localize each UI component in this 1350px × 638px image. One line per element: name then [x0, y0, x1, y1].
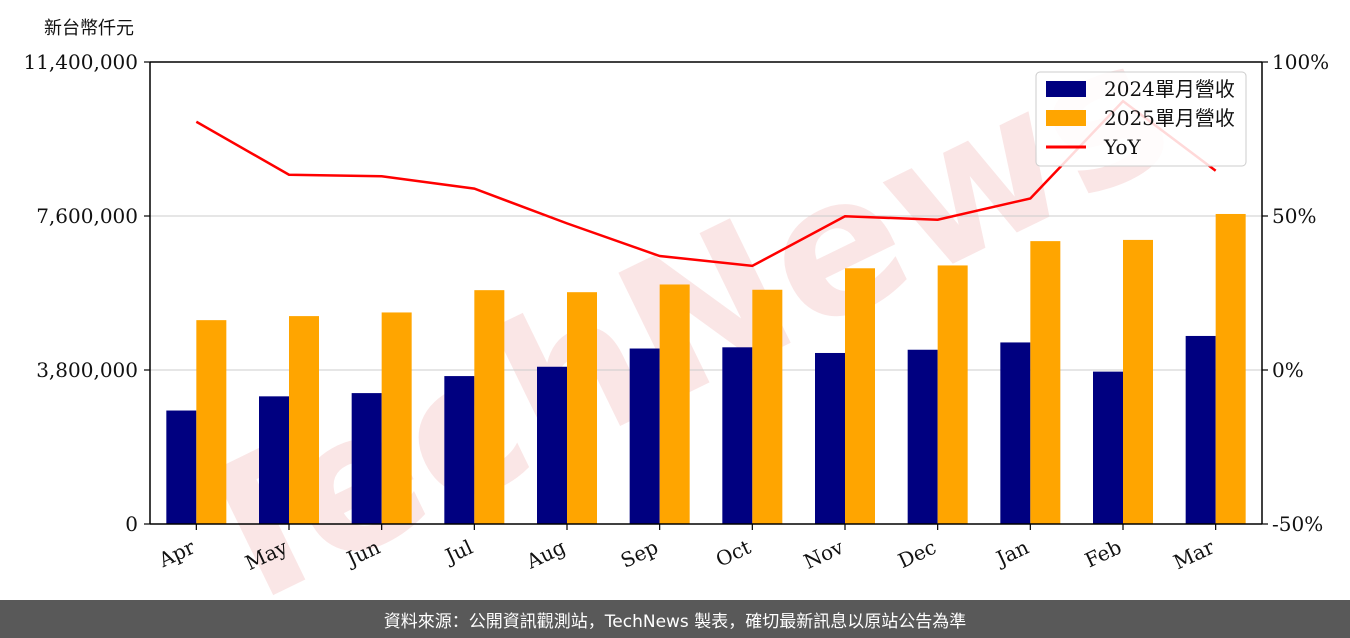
y-axis-unit-label: 新台幣仟元	[44, 18, 134, 39]
x-tick-label: Aug	[522, 535, 570, 574]
legend-box	[1035, 71, 1247, 167]
source-footer: 資料來源：公開資訊觀測站，TechNews 製表，確切最新訊息以原站公告為準	[0, 600, 1350, 638]
legend: 2024單月營收 2025單月營收 YoY	[1035, 71, 1247, 167]
x-tick-label: Nov	[800, 534, 848, 573]
legend-yoy-label: YoY	[1103, 135, 1142, 159]
bar-2024	[537, 366, 567, 524]
bar-2025	[474, 290, 505, 524]
bar-2025	[659, 284, 690, 524]
bar-2025	[196, 320, 227, 524]
bar-2024	[629, 348, 660, 524]
x-tick-label: Oct	[712, 535, 754, 572]
bars	[166, 213, 1246, 524]
x-tick-label: Feb	[1081, 535, 1125, 573]
bar-2024	[259, 396, 289, 524]
bar-2025	[289, 316, 319, 524]
bar-2024	[1000, 342, 1031, 524]
y2-tick-label: 100%	[1272, 50, 1329, 74]
bar-2024	[166, 410, 197, 524]
x-tick-label: Jan	[991, 535, 1033, 572]
bar-2025	[567, 292, 597, 524]
bar-2025	[1123, 239, 1153, 524]
x-tick-label: Apr	[154, 535, 199, 573]
x-tick-label: Sep	[617, 535, 662, 573]
legend-2025-swatch	[1046, 110, 1086, 126]
yoy-line-layer	[195, 99, 1217, 268]
bar-2025	[381, 312, 412, 524]
x-tick-label: Dec	[894, 535, 940, 573]
yoy-line	[195, 99, 1217, 268]
bar-2025	[1215, 213, 1246, 524]
y-tick-label: 0	[125, 512, 138, 536]
bar-2024	[1185, 335, 1216, 524]
bar-2025	[937, 265, 968, 524]
bar-2024	[444, 376, 475, 524]
legend-2024-swatch	[1046, 81, 1086, 97]
y2-tick-label: 50%	[1272, 204, 1316, 228]
legend-2025-label: 2025單月營收	[1104, 106, 1235, 130]
y-tick-label: 7,600,000	[36, 204, 138, 228]
legend-2024-label: 2024單月營收	[1104, 77, 1235, 101]
y2-tick-label: -50%	[1272, 512, 1323, 536]
bar-2025	[752, 289, 783, 524]
bar-2024	[815, 352, 845, 524]
bar-2024	[907, 349, 938, 524]
y-tick-label: 3,800,000	[36, 358, 138, 382]
bar-2024	[1093, 371, 1123, 524]
bar-2025	[845, 268, 875, 524]
x-tick-label: Mar	[1170, 535, 1219, 575]
y-tick-label: 11,400,000	[23, 50, 138, 74]
bar-2024	[722, 347, 753, 524]
bar-2025	[1030, 241, 1061, 524]
bar-2024	[351, 393, 382, 524]
revenue-chart: TechNews 03,800,0007,600,00011,400,000-5…	[23, 0, 1329, 600]
y2-tick-label: 0%	[1272, 358, 1304, 382]
